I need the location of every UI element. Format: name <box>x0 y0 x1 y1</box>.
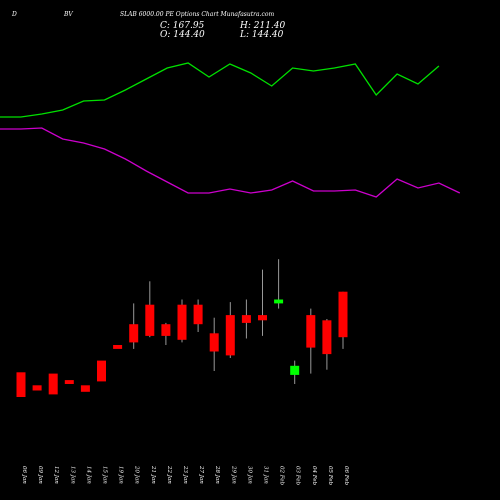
x-tick-label: 27 Jan <box>198 465 204 484</box>
candle-body <box>113 345 123 349</box>
candle-body <box>322 320 332 355</box>
open-value: O: 144.40 <box>160 30 205 40</box>
high-value: H: 211.40 <box>239 21 286 31</box>
candle-body <box>225 315 235 356</box>
x-tick-label: 30 Jan <box>246 466 252 484</box>
x-axis-tick-labels: 06 Jan 09 Jan 12 Jan 13 Jan 14 Jan 15 Jan 19 J… <box>21 465 349 486</box>
x-tick-label: 21 Jan <box>150 465 156 484</box>
x-tick-label: 13 Jan <box>69 466 75 484</box>
candlestick-series <box>16 259 348 397</box>
x-tick-label: 20 Jan <box>134 465 140 484</box>
indicator-lines <box>0 62 461 198</box>
candle-body <box>97 360 106 382</box>
header-left-label: D <box>11 11 17 18</box>
candle-body <box>145 304 155 336</box>
candle-body <box>258 315 267 321</box>
header-mid-label: BV <box>63 11 73 18</box>
x-tick-label: 06 Feb <box>343 466 349 486</box>
close-value: C: 167.95 <box>160 21 205 31</box>
candle-body <box>306 315 316 348</box>
indicator-line-2 <box>0 127 461 198</box>
low-value: L: 144.40 <box>239 30 284 40</box>
x-tick-label: 09 Jan <box>37 466 43 484</box>
candle-body <box>241 315 251 323</box>
candle-body <box>290 365 300 375</box>
candle-body <box>274 299 284 304</box>
x-tick-label: 28 Jan <box>214 465 220 484</box>
x-tick-label: 22 Jan <box>166 465 172 484</box>
candle-body <box>338 291 348 338</box>
candle-body <box>80 385 90 392</box>
candle-body <box>16 372 26 397</box>
candle-body <box>32 385 42 391</box>
x-tick-label: 12 Jan <box>53 466 59 484</box>
candle-body <box>64 380 74 384</box>
x-tick-label: 31 Jan <box>263 466 269 484</box>
candle-body <box>129 324 139 343</box>
candle-body <box>161 324 171 336</box>
chart-title: SLAB 6000.00 PE Options Chart Munafasutr… <box>120 11 274 18</box>
candle-body <box>177 304 187 340</box>
x-tick-label: 19 Jan <box>118 466 124 484</box>
candle-body <box>193 304 203 325</box>
x-tick-label: 14 Jan <box>85 466 91 484</box>
x-tick-label: 23 Jan <box>182 465 188 484</box>
x-tick-label: 15 Jan <box>102 466 108 484</box>
candle-body <box>209 333 219 352</box>
x-tick-label: 29 Jan <box>230 465 236 484</box>
candle-body <box>48 373 58 395</box>
x-tick-label: 05 Feb <box>327 466 333 486</box>
x-tick-label: 02 Feb <box>279 466 285 486</box>
x-tick-label: 04 Feb <box>311 466 317 486</box>
x-tick-label: 06 Jan <box>21 466 27 484</box>
x-tick-label: 03 Feb <box>295 466 301 486</box>
indicator-line-1 <box>0 62 440 118</box>
